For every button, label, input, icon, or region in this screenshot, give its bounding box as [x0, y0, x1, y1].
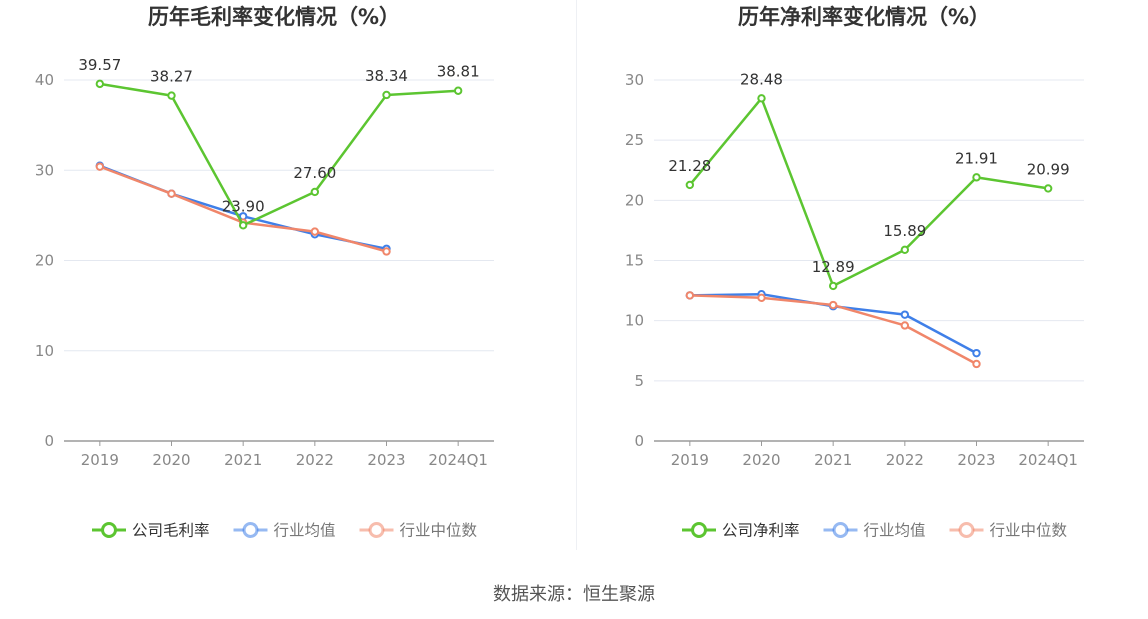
- chart-title: 历年净利率变化情况（%）: [738, 5, 990, 29]
- y-tick-label: 0: [634, 432, 644, 450]
- y-tick-label: 10: [625, 312, 644, 330]
- legend-marker-industry_avg: [242, 522, 259, 538]
- data-point-company: [1043, 184, 1053, 193]
- data-point-company: [382, 90, 391, 100]
- x-tick-label: 2020: [152, 451, 190, 469]
- data-label: 28.48: [740, 70, 783, 88]
- x-tick-label: 2023: [367, 451, 405, 469]
- y-tick-label: 25: [625, 131, 644, 149]
- y-tick-label: 15: [625, 252, 644, 270]
- legend-marker-industry_median: [368, 522, 385, 538]
- legend-marker-industry_avg: [832, 522, 849, 538]
- data-point-company: [95, 79, 105, 89]
- chart-divider: [576, 0, 577, 550]
- x-tick-label: 2019: [81, 451, 119, 469]
- data-label: 38.81: [437, 63, 480, 81]
- data-point-industry_avg: [900, 310, 910, 319]
- data-label: 21.91: [955, 149, 998, 167]
- x-tick-label: 2024Q1: [428, 451, 488, 469]
- series-line-company: [688, 97, 1049, 288]
- legend-marker-company: [101, 522, 117, 538]
- legend-label-industry_median: 行业中位数: [400, 522, 478, 540]
- data-label: 15.89: [883, 222, 926, 240]
- y-tick-label: 0: [44, 432, 54, 450]
- data-point-industry_median: [382, 247, 391, 256]
- data-label: 27.60: [293, 164, 336, 182]
- y-tick-label: 20: [35, 252, 54, 270]
- data-point-company: [757, 94, 766, 103]
- data-point-company: [900, 245, 910, 254]
- data-point-industry_avg: [972, 348, 981, 358]
- data-point-industry_median: [900, 321, 910, 330]
- y-tick-label: 30: [625, 71, 644, 89]
- data-label: 12.89: [812, 258, 855, 276]
- data-point-company: [310, 187, 320, 197]
- data-point-industry_median: [95, 162, 105, 171]
- data-label: 39.57: [78, 56, 121, 74]
- legend-label-industry_avg: 行业均值: [864, 522, 926, 540]
- legend-label-company: 公司毛利率: [132, 522, 210, 540]
- data-point-industry_median: [757, 293, 766, 303]
- x-tick-label: 2023: [957, 451, 995, 469]
- y-tick-label: 40: [35, 71, 54, 89]
- data-point-industry_median: [828, 300, 838, 310]
- chart-title: 历年毛利率变化情况（%）: [148, 5, 400, 29]
- x-tick-label: 2021: [224, 451, 262, 469]
- y-tick-label: 30: [35, 161, 54, 179]
- x-tick-label: 2020: [742, 451, 780, 469]
- data-point-company: [453, 86, 463, 95]
- data-label: 38.27: [150, 68, 193, 86]
- data-point-company: [685, 180, 695, 190]
- legend-marker-company: [691, 522, 707, 538]
- net-margin-chart: 历年净利率变化情况（%） 0 5 10 15 20 25 30 2019 2020 2021 2022…: [625, 5, 1084, 540]
- legend-label-company: 公司净利率: [722, 522, 800, 540]
- data-point-company: [167, 91, 176, 100]
- x-tick-label: 2022: [296, 451, 334, 469]
- data-label: 23.90: [222, 197, 265, 215]
- data-source-note: 数据来源：恒生聚源: [493, 584, 655, 605]
- data-point-company: [238, 221, 248, 230]
- data-label: 20.99: [1027, 160, 1070, 178]
- data-label: 21.28: [668, 157, 711, 175]
- y-tick-label: 5: [634, 372, 644, 390]
- x-tick-label: 2024Q1: [1018, 451, 1078, 469]
- data-point-company: [828, 281, 838, 291]
- x-tick-label: 2021: [814, 451, 852, 469]
- gross-margin-chart: 历年毛利率变化情况（%） 0 10 20 30 40 2019 2020 2021 2022 202…: [35, 5, 494, 540]
- legend-marker-industry_median: [958, 522, 975, 538]
- y-tick-label: 20: [625, 191, 644, 209]
- data-point-industry_median: [167, 189, 176, 198]
- data-point-company: [972, 173, 981, 182]
- data-point-industry_median: [685, 291, 695, 300]
- data-label: 38.34: [365, 67, 408, 85]
- legend-label-industry_median: 行业中位数: [990, 522, 1068, 540]
- charts-area: 历年毛利率变化情况（%） 0 10 20 30 40 2019 2020 2021 2022 202…: [35, 0, 1084, 550]
- legend-label-industry_avg: 行业均值: [274, 522, 336, 540]
- data-point-industry_median: [972, 359, 981, 369]
- series-line-company: [99, 82, 459, 227]
- data-point-industry_median: [310, 227, 320, 236]
- x-tick-label: 2019: [671, 451, 709, 469]
- x-tick-label: 2022: [886, 451, 924, 469]
- y-tick-label: 10: [35, 342, 54, 360]
